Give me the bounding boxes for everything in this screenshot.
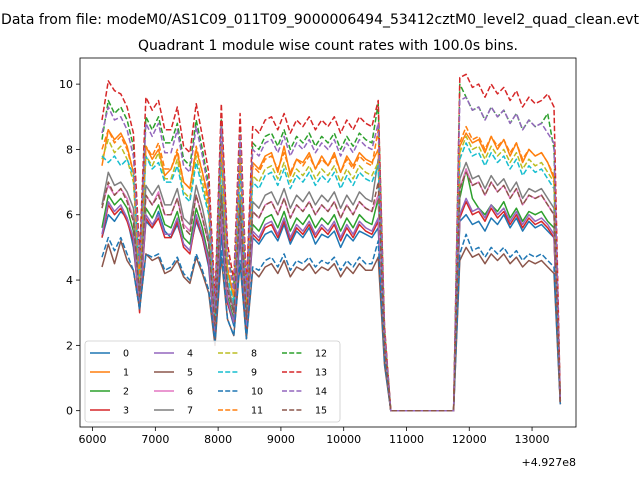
x-tick-label: 11000 — [389, 433, 424, 446]
legend-label-13: 13 — [315, 368, 327, 379]
x-tick-label: 8000 — [204, 433, 232, 446]
plot-area — [101, 73, 562, 412]
series-line-8 — [101, 135, 562, 412]
series-line-13 — [101, 73, 562, 412]
legend-label-10: 10 — [251, 387, 263, 398]
x-tick-label: 13000 — [515, 433, 550, 446]
x-tick-label: 6000 — [79, 433, 107, 446]
y-tick-label: 2 — [66, 339, 73, 352]
x-tick-label: 9000 — [267, 433, 295, 446]
series-line-9 — [101, 142, 562, 412]
legend-label-5: 5 — [187, 368, 193, 379]
legend-label-8: 8 — [251, 349, 257, 360]
legend-label-7: 7 — [187, 406, 193, 417]
legend-label-11: 11 — [251, 406, 263, 417]
legend-label-2: 2 — [123, 387, 129, 398]
legend-label-3: 3 — [123, 406, 129, 417]
x-tick-label: 12000 — [452, 433, 487, 446]
series-line-14 — [101, 96, 562, 412]
series-line-7 — [101, 158, 562, 412]
y-tick-label: 0 — [66, 405, 73, 418]
legend-label-14: 14 — [315, 387, 327, 398]
series-line-12 — [101, 83, 562, 412]
chart-title: Quadrant 1 module wise count rates with … — [138, 38, 518, 54]
y-tick-label: 4 — [66, 274, 73, 287]
series-line-11 — [101, 125, 562, 412]
legend-label-1: 1 — [123, 368, 129, 379]
legend-label-6: 6 — [187, 387, 193, 398]
series-line-15 — [101, 171, 562, 412]
series-line-2 — [101, 168, 562, 412]
series-line-10 — [101, 233, 562, 412]
legend-label-4: 4 — [187, 349, 193, 360]
legend-box — [84, 340, 341, 423]
series-line-3 — [101, 200, 562, 412]
x-tick-label: 7000 — [141, 433, 169, 446]
legend-label-12: 12 — [315, 349, 327, 360]
series-line-4 — [101, 197, 562, 412]
y-tick-label: 6 — [66, 209, 73, 222]
x-tick-label: 10000 — [326, 433, 361, 446]
figure-suptitle: Data from file: modeM0/AS1C09_011T09_900… — [1, 12, 639, 28]
y-tick-label: 10 — [59, 78, 73, 91]
x-axis-offset-label: +4.927e8 — [522, 456, 576, 469]
legend-label-0: 0 — [123, 349, 129, 360]
legend-label-9: 9 — [251, 368, 257, 379]
y-tick-label: 8 — [66, 143, 73, 156]
axes: 6000 7000 8000 9000 10000 11000 12000 13000 0 2 4 6… — [59, 57, 577, 446]
series-line-5 — [101, 240, 562, 412]
legend-label-15: 15 — [315, 406, 327, 417]
axes-frame — [79, 57, 577, 428]
